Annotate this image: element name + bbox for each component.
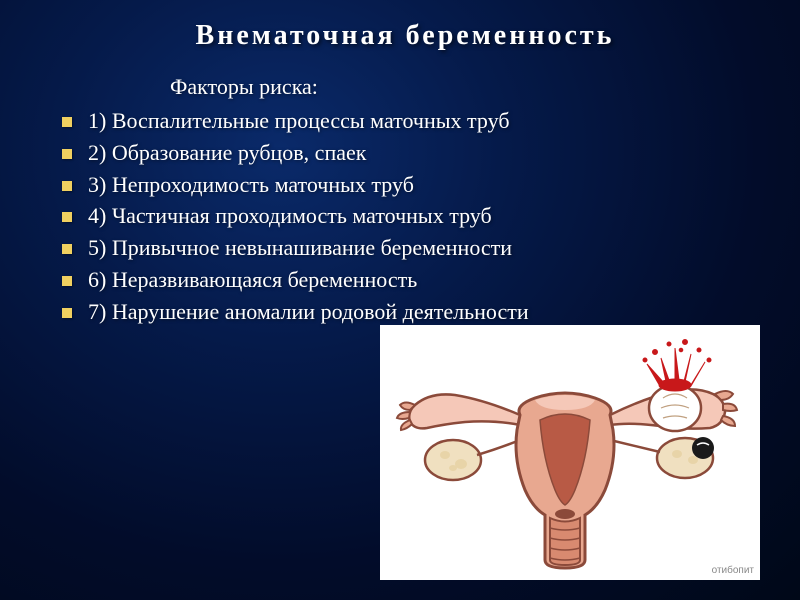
- watermark-text: отибопит: [712, 565, 754, 576]
- list-item: 2) Образование рубцов, спаек: [62, 138, 760, 169]
- list-item: 7) Нарушение аномалии родовой деятельнос…: [62, 297, 760, 328]
- diagram-container: отибопит: [380, 325, 760, 580]
- list-item: 5) Привычное невынашивание беременности: [62, 233, 760, 264]
- slide: Внематочная беременность Факторы риска: …: [0, 0, 800, 600]
- slide-title: Внематочная беременность: [50, 20, 760, 52]
- list-item: 6) Неразвивающаяся беременность: [62, 265, 760, 296]
- watermark: отибопит: [712, 565, 754, 576]
- uterus-diagram-icon: [385, 330, 755, 575]
- list-item: 3) Непроходимость маточных труб: [62, 170, 760, 201]
- subtitle: Факторы риска:: [170, 74, 760, 100]
- list-item: 4) Частичная проходимость маточных труб: [62, 201, 760, 232]
- risk-factors-list: 1) Воспалительные процессы маточных труб…: [50, 106, 760, 328]
- list-item: 1) Воспалительные процессы маточных труб: [62, 106, 760, 137]
